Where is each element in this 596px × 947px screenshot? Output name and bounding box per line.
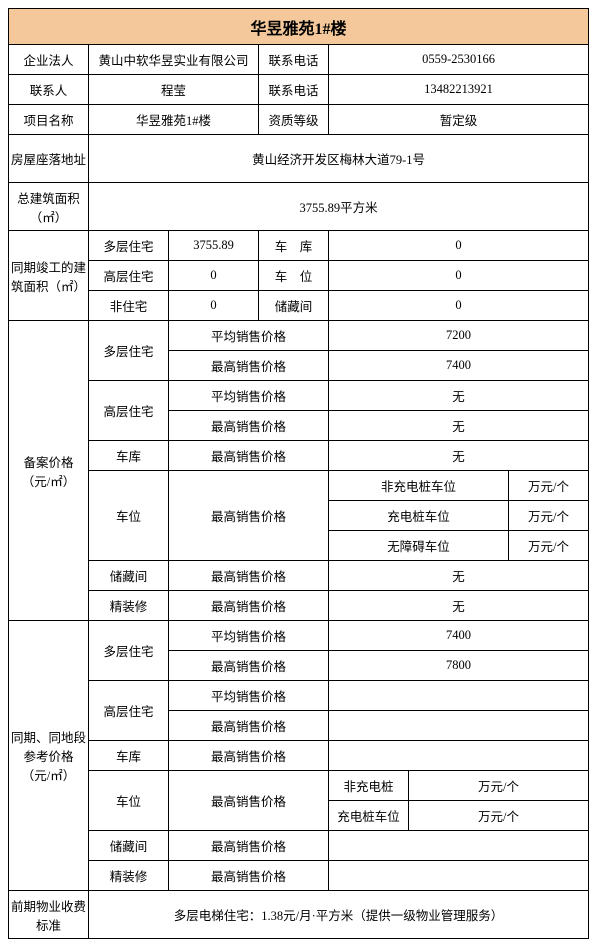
label-address: 房屋座落地址 <box>9 135 89 183</box>
filing-multi-label: 多层住宅 <box>89 321 169 381</box>
value-phone2: 13482213921 <box>329 75 589 105</box>
ref-high-avg-l: 平均销售价格 <box>169 681 329 711</box>
ref-space-r1v: 万元/个 <box>409 771 589 801</box>
ref-space-r2v: 万元/个 <box>409 801 589 831</box>
filing-high-max-v: 无 <box>329 411 589 441</box>
label-property-fee: 前期物业收费标准 <box>9 891 89 939</box>
label-completed-area: 同期竣工的建筑面积（㎡） <box>9 231 89 321</box>
value-project: 华昱雅苑1#楼 <box>89 105 259 135</box>
ref-store-max-l: 最高销售价格 <box>169 831 329 861</box>
ref-space-r2l: 充电桩车位 <box>329 801 409 831</box>
ref-space-r1l: 非充电桩 <box>329 771 409 801</box>
ref-garage-max-l: 最高销售价格 <box>169 741 329 771</box>
ref-multi-avg-v: 7400 <box>329 621 589 651</box>
value-phone1: 0559-2530166 <box>329 45 589 75</box>
completed-r2c2: 0 <box>169 261 259 291</box>
label-contact: 联系人 <box>9 75 89 105</box>
property-info-table: 华昱雅苑1#楼 企业法人 黄山中软华昱实业有限公司 联系电话 0559-2530… <box>8 8 589 939</box>
completed-r1c1: 多层住宅 <box>89 231 169 261</box>
label-phone1: 联系电话 <box>259 45 329 75</box>
label-total-area: 总建筑面积（㎡） <box>9 183 89 231</box>
filing-space-r2v: 万元/个 <box>509 501 589 531</box>
filing-high-avg-l: 平均销售价格 <box>169 381 329 411</box>
filing-fine-max-l: 最高销售价格 <box>169 591 329 621</box>
ref-space-max-l: 最高销售价格 <box>169 771 329 831</box>
ref-multi-max-v: 7800 <box>329 651 589 681</box>
filing-multi-max-v: 7400 <box>329 351 589 381</box>
label-qualification: 资质等级 <box>259 105 329 135</box>
completed-r1c3: 车 库 <box>259 231 329 261</box>
filing-high-avg-v: 无 <box>329 381 589 411</box>
completed-r1c4: 0 <box>329 231 589 261</box>
completed-r3c3: 储藏间 <box>259 291 329 321</box>
filing-space-max-l: 最高销售价格 <box>169 471 329 561</box>
ref-fine-max-l: 最高销售价格 <box>169 861 329 891</box>
label-phone2: 联系电话 <box>259 75 329 105</box>
ref-high-max-v <box>329 711 589 741</box>
label-project: 项目名称 <box>9 105 89 135</box>
filing-high-max-l: 最高销售价格 <box>169 411 329 441</box>
ref-fine-max-v <box>329 861 589 891</box>
ref-store-label: 储藏间 <box>89 831 169 861</box>
filing-multi-max-l: 最高销售价格 <box>169 351 329 381</box>
filing-space-r1v: 万元/个 <box>509 471 589 501</box>
ref-store-max-v <box>329 831 589 861</box>
table-title: 华昱雅苑1#楼 <box>9 9 589 45</box>
filing-fine-label: 精装修 <box>89 591 169 621</box>
completed-r3c2: 0 <box>169 291 259 321</box>
ref-garage-max-v <box>329 741 589 771</box>
label-filing-price: 备案价格（元/㎡） <box>9 321 89 621</box>
value-property-fee: 多层电梯住宅：1.38元/月·平方米（提供一级物业管理服务） <box>89 891 589 939</box>
filing-store-max-l: 最高销售价格 <box>169 561 329 591</box>
ref-multi-max-l: 最高销售价格 <box>169 651 329 681</box>
completed-r2c1: 高层住宅 <box>89 261 169 291</box>
filing-high-label: 高层住宅 <box>89 381 169 441</box>
label-ref-price: 同期、同地段参考价格（元/㎡） <box>9 621 89 891</box>
filing-store-label: 储藏间 <box>89 561 169 591</box>
ref-fine-label: 精装修 <box>89 861 169 891</box>
filing-multi-avg-v: 7200 <box>329 321 589 351</box>
ref-high-label: 高层住宅 <box>89 681 169 741</box>
ref-multi-avg-l: 平均销售价格 <box>169 621 329 651</box>
completed-r3c4: 0 <box>329 291 589 321</box>
value-corp: 黄山中软华昱实业有限公司 <box>89 45 259 75</box>
completed-r2c4: 0 <box>329 261 589 291</box>
ref-multi-label: 多层住宅 <box>89 621 169 681</box>
value-address: 黄山经济开发区梅林大道79-1号 <box>89 135 589 183</box>
ref-high-avg-v <box>329 681 589 711</box>
filing-space-label: 车位 <box>89 471 169 561</box>
completed-r1c2: 3755.89 <box>169 231 259 261</box>
filing-store-max-v: 无 <box>329 561 589 591</box>
value-contact: 程莹 <box>89 75 259 105</box>
filing-garage-label: 车库 <box>89 441 169 471</box>
value-total-area: 3755.89平方米 <box>89 183 589 231</box>
completed-r3c1: 非住宅 <box>89 291 169 321</box>
filing-multi-avg-l: 平均销售价格 <box>169 321 329 351</box>
filing-garage-max-v: 无 <box>329 441 589 471</box>
filing-space-r3v: 万元/个 <box>509 531 589 561</box>
label-corp: 企业法人 <box>9 45 89 75</box>
filing-fine-max-v: 无 <box>329 591 589 621</box>
filing-space-r3l: 无障碍车位 <box>329 531 509 561</box>
value-qualification: 暂定级 <box>329 105 589 135</box>
ref-high-max-l: 最高销售价格 <box>169 711 329 741</box>
filing-space-r1l: 非充电桩车位 <box>329 471 509 501</box>
ref-space-label: 车位 <box>89 771 169 831</box>
filing-space-r2l: 充电桩车位 <box>329 501 509 531</box>
completed-r2c3: 车 位 <box>259 261 329 291</box>
ref-garage-label: 车库 <box>89 741 169 771</box>
filing-garage-max-l: 最高销售价格 <box>169 441 329 471</box>
